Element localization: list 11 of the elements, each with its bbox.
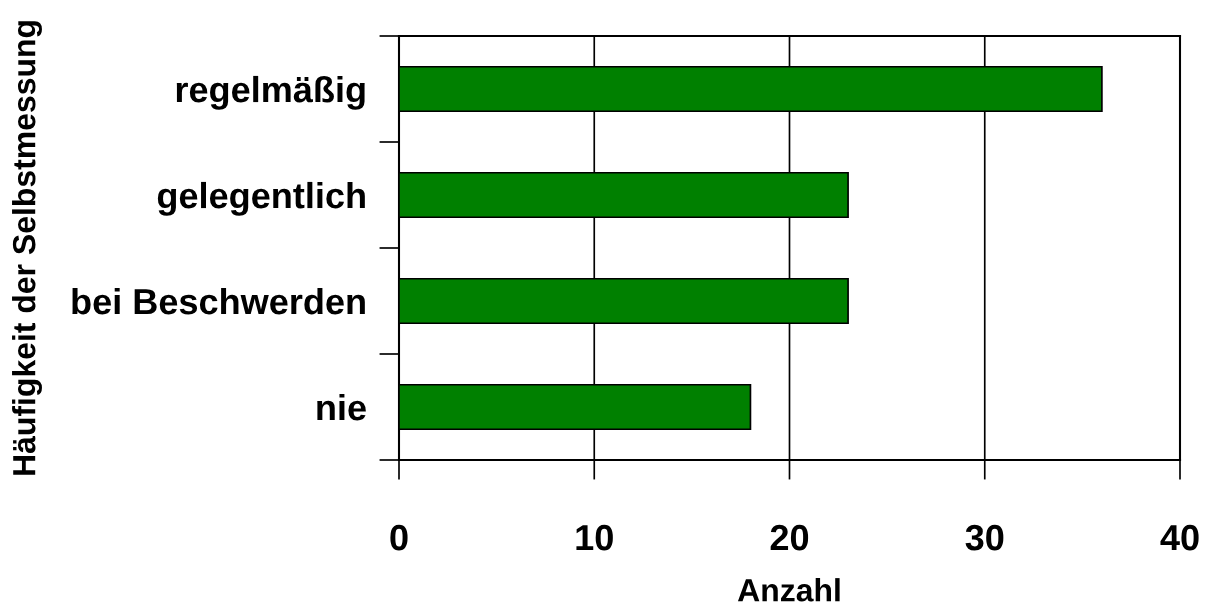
y-tick-label: gelegentlich (157, 181, 365, 216)
x-axis-title: Anzahl (737, 578, 840, 602)
y-tick-label: nie (317, 393, 366, 421)
x-tick-label: 10 (576, 524, 613, 551)
x-tick-label: 30 (965, 524, 1004, 551)
y-tick-label: bei Beschwerden (72, 287, 365, 315)
y-axis-title: Häufigkeit der Selbstmessung (12, 21, 42, 475)
y-tick-label: regelmäßig (176, 75, 365, 110)
x-tick-label: 0 (390, 524, 408, 551)
x-tick-label: 20 (770, 524, 809, 551)
x-tick-label: 40 (1160, 524, 1199, 551)
